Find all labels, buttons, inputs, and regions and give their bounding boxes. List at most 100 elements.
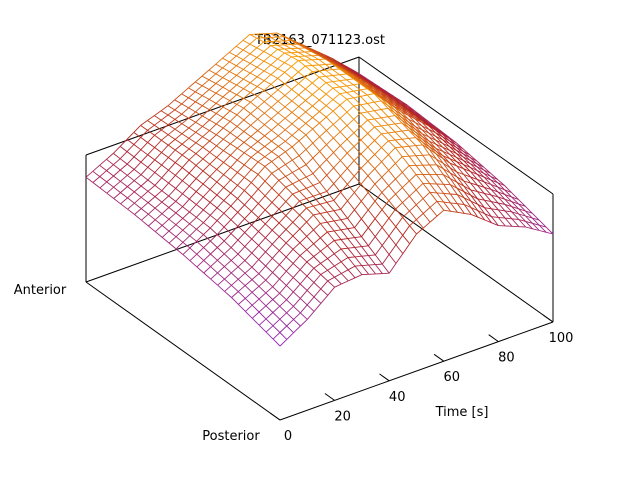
surface-line: [292, 190, 300, 195]
surface-line: [251, 298, 260, 306]
surface-line: [332, 75, 340, 82]
surface-line: [347, 228, 356, 238]
surface-line: [195, 165, 204, 172]
surface-line: [443, 201, 451, 212]
surface-line: [386, 92, 394, 98]
surface-line: [435, 143, 443, 148]
surface-line: [251, 231, 259, 240]
surface-line: [305, 128, 313, 136]
surface-line: [483, 181, 492, 185]
surface-line: [367, 168, 376, 177]
surface-line: [222, 57, 230, 63]
surface-line: [436, 209, 445, 217]
surface-line: [292, 283, 301, 293]
surface-line: [469, 157, 478, 165]
surface-line: [160, 119, 169, 126]
surface-line: [401, 117, 409, 126]
surface-line: [305, 142, 314, 150]
surface-line: [250, 95, 258, 103]
surface-line: [380, 100, 389, 109]
surface-line: [469, 154, 478, 162]
surface-line: [120, 186, 128, 193]
surface-line: [174, 123, 183, 130]
surface-line: [243, 98, 251, 103]
surface-line: [223, 150, 231, 156]
surface-line: [318, 82, 327, 89]
surface-line: [223, 162, 231, 168]
surface-line: [286, 332, 294, 340]
surface-line: [293, 319, 301, 327]
surface-line: [230, 272, 239, 280]
surface-line: [277, 40, 285, 46]
surface-line: [299, 221, 307, 230]
surface-line: [216, 169, 224, 176]
surface-line: [359, 77, 367, 83]
surface-line: [238, 304, 246, 312]
surface-line: [352, 77, 361, 84]
surface-line: [216, 150, 224, 158]
surface-line: [511, 206, 520, 215]
surface-line: [299, 235, 308, 244]
surface-line: [306, 235, 314, 245]
surface-line: [313, 256, 321, 264]
surface-line: [326, 152, 334, 160]
surface-line: [264, 202, 273, 211]
surface-line: [504, 203, 512, 208]
surface-line: [251, 203, 259, 212]
surface-line: [237, 291, 246, 299]
surface-line: [381, 217, 390, 228]
surface-line: [470, 182, 478, 192]
surface-line: [174, 119, 183, 125]
surface-line: [272, 338, 281, 347]
surface-line: [332, 74, 340, 76]
surface-line: [182, 193, 190, 200]
surface-line: [408, 155, 417, 166]
surface-line: [257, 195, 266, 204]
surface-line: [168, 169, 176, 176]
surface-line: [326, 202, 335, 211]
surface-line: [365, 78, 374, 84]
surface-line: [332, 80, 340, 83]
surface-line: [293, 298, 301, 307]
surface-line: [347, 200, 355, 211]
surface-line: [470, 189, 478, 200]
surface-line: [422, 141, 430, 150]
surface-line: [299, 207, 307, 216]
surface-line: [477, 203, 485, 209]
surface-line: [208, 63, 216, 71]
surface-line: [518, 219, 527, 228]
surface-line: [106, 181, 114, 188]
surface-line: [236, 55, 244, 61]
surface-line: [279, 299, 287, 307]
surface-line: [505, 217, 512, 220]
surface-line: [264, 118, 272, 126]
surface-line: [312, 136, 320, 144]
surface-line: [120, 180, 128, 187]
surface-line: [380, 97, 389, 104]
surface-line: [270, 54, 278, 60]
surface-line: [133, 156, 142, 163]
surface-line: [264, 187, 273, 197]
surface-line: [215, 86, 224, 94]
surface-line: [374, 192, 383, 202]
surface-line: [222, 71, 230, 78]
surface-line: [243, 164, 252, 171]
surface-line: [311, 49, 319, 55]
surface-line: [249, 53, 258, 58]
surface-line: [140, 149, 148, 156]
surface-line: [339, 104, 348, 113]
surface-line: [208, 83, 217, 90]
surface-line: [400, 103, 409, 110]
surface-line: [297, 56, 306, 61]
surface-line: [175, 206, 183, 214]
surface-line: [285, 235, 294, 244]
surface-line: [272, 257, 280, 266]
surface-line: [140, 125, 148, 131]
surface-line: [388, 226, 397, 237]
surface-line: [134, 191, 142, 198]
surface-line: [442, 143, 450, 151]
surface-line: [327, 245, 335, 255]
surface-line: [230, 233, 239, 241]
surface-line: [249, 34, 257, 39]
surface-line: [182, 247, 191, 255]
